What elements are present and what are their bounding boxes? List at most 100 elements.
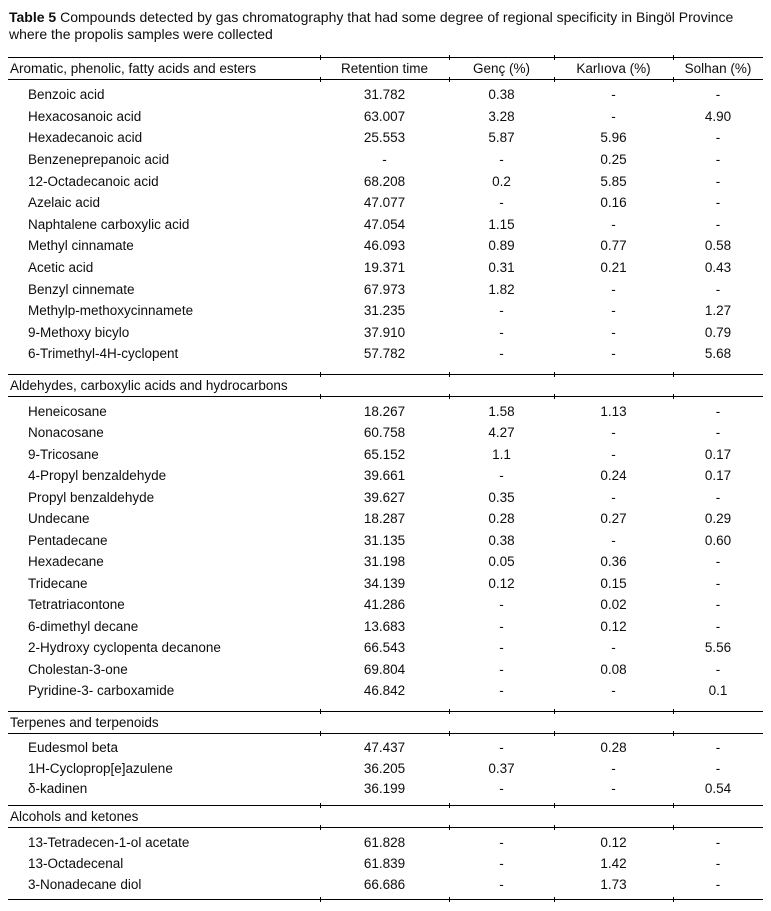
compound-name-cell: 9-Tricosane (28, 446, 99, 462)
retention-time-cell: 39.661 (363, 468, 406, 484)
compound-name-cell: Cholestan-3-one (28, 661, 128, 677)
karliova-cell: - (611, 108, 616, 124)
retention-time-cell: 67.973 (363, 281, 406, 297)
retention-time-cell: 18.267 (363, 403, 406, 419)
horizontal-rule (8, 730, 763, 736)
solhan-cell: - (715, 152, 721, 168)
compound-name-cell: Propyl benzaldehyde (28, 489, 155, 505)
table-row: Hexadecane 31.198 0.05 0.36 - (8, 551, 763, 573)
solhan-cell: 4.90 (704, 108, 732, 124)
horizontal-rule (8, 371, 763, 377)
retention-time-cell: 69.804 (363, 661, 406, 677)
genc-cell: - (499, 877, 504, 893)
compound-name-cell: Pyridine-3- carboxamide (28, 683, 175, 699)
genc-cell: 0.35 (488, 489, 515, 505)
karliova-cell: - (611, 216, 616, 232)
table-row: Methylp-methoxycinnamete 31.235 - - 1.27 (8, 300, 763, 322)
karliova-cell: 5.85 (600, 173, 627, 189)
column-boundary-tick (554, 803, 555, 809)
genc-cell: - (499, 640, 504, 656)
karliova-cell: - (611, 87, 616, 103)
solhan-cell: - (715, 489, 721, 505)
retention-time-cell: 25.553 (363, 130, 406, 146)
section-title: Alcohols and ketones (10, 809, 139, 825)
table-row: 13-Octadecenal 61.839 - 1.42 - (8, 853, 763, 874)
solhan-cell: 0.54 (704, 781, 732, 797)
compound-name-cell: Undecane (28, 511, 90, 527)
column-boundary-tick (554, 897, 555, 903)
column-header-retention-time: Retention time (340, 61, 429, 76)
genc-cell: - (499, 324, 504, 340)
table-row: 2-Hydroxy cyclopenta decanone 66.543 - - 5.5… (8, 637, 763, 659)
karliova-cell: 0.02 (600, 597, 627, 613)
genc-cell: 0.12 (488, 575, 515, 591)
column-boundary-tick (673, 730, 674, 736)
retention-time-cell: 61.828 (363, 835, 406, 851)
karliova-cell: - (611, 346, 616, 362)
table-row: 1H-Cycloprop[e]azulene 36.205 0.37 - - (8, 758, 763, 779)
solhan-cell: - (715, 425, 721, 441)
retention-time-cell: 46.842 (363, 683, 406, 699)
solhan-cell: - (715, 216, 721, 232)
retention-time-cell: 66.686 (363, 877, 406, 893)
table-row: δ-kadinen 36.199 - - 0.54 (8, 779, 763, 800)
solhan-cell: - (715, 618, 721, 634)
compound-name-cell: 1H-Cycloprop[e]azulene (28, 760, 173, 776)
retention-time-cell: 31.235 (363, 303, 406, 319)
retention-time-cell: 57.782 (363, 346, 406, 362)
genc-cell: - (499, 683, 504, 699)
retention-time-cell: 39.627 (363, 489, 406, 505)
column-boundary-tick (320, 803, 321, 809)
compound-name-cell: 13-Octadecenal (28, 856, 124, 872)
retention-time-cell: 31.198 (363, 554, 406, 570)
column-boundary-tick (320, 897, 321, 903)
horizontal-rule (8, 55, 763, 60)
retention-time-cell: 37.910 (363, 324, 406, 340)
compounds-table: Aromatic, phenolic, fatty acids and este… (8, 55, 763, 903)
column-boundary-tick (320, 708, 321, 714)
genc-cell: 1.15 (488, 216, 515, 232)
column-boundary-tick (449, 77, 450, 82)
genc-cell: - (499, 597, 504, 613)
karliova-cell: 5.96 (600, 130, 627, 146)
column-boundary-tick (449, 55, 450, 60)
retention-time-cell: 18.287 (363, 511, 406, 527)
compound-name-cell: 2-Hydroxy cyclopenta decanone (28, 640, 221, 656)
genc-cell: 0.31 (488, 260, 515, 276)
genc-cell: - (499, 618, 504, 634)
table-row: Nonacosane 60.758 4.27 - - (8, 422, 763, 444)
karliova-cell: 0.12 (600, 835, 627, 851)
column-boundary-tick (554, 371, 555, 377)
column-boundary-tick (320, 55, 321, 60)
table-row: Benzoic acid 31.782 0.38 - - (8, 84, 763, 106)
solhan-cell: 0.43 (704, 260, 732, 276)
compound-name-cell: Benzoic acid (28, 87, 105, 103)
genc-cell: - (499, 661, 504, 677)
solhan-cell: 0.79 (704, 324, 732, 340)
karliova-cell: 0.12 (600, 618, 627, 634)
column-boundary-tick (673, 77, 674, 82)
table-row: 6-dimethyl decane 13.683 - 0.12 - (8, 616, 763, 638)
table-row: 9-Methoxy bicylo 37.910 - - 0.79 (8, 322, 763, 344)
table-caption: Table 5 Compounds detected by gas chroma… (9, 9, 757, 42)
section-title-row: Alcohols and ketones (8, 806, 763, 827)
table-row: Cholestan-3-one 69.804 - 0.08 - (8, 659, 763, 681)
genc-cell: - (499, 781, 504, 797)
column-boundary-tick (673, 55, 674, 60)
solhan-cell: - (715, 877, 721, 893)
karliova-cell: 0.24 (600, 468, 627, 484)
compound-name-cell: δ-kadinen (28, 781, 88, 797)
solhan-cell: 0.1 (708, 683, 728, 699)
solhan-cell: - (715, 554, 721, 570)
table-row: Acetic acid 19.371 0.31 0.21 0.43 (8, 257, 763, 279)
table-row: Propyl benzaldehyde 39.627 0.35 - - (8, 487, 763, 509)
karliova-cell: - (611, 425, 616, 441)
column-boundary-tick (449, 371, 450, 377)
compound-name-cell: Azelaic acid (28, 195, 101, 211)
genc-cell: - (499, 856, 504, 872)
table-row: Hexadecanoic acid 25.553 5.87 5.96 - (8, 127, 763, 149)
genc-cell: - (499, 152, 504, 168)
karliova-cell: 0.36 (600, 554, 627, 570)
solhan-cell: - (715, 740, 721, 756)
